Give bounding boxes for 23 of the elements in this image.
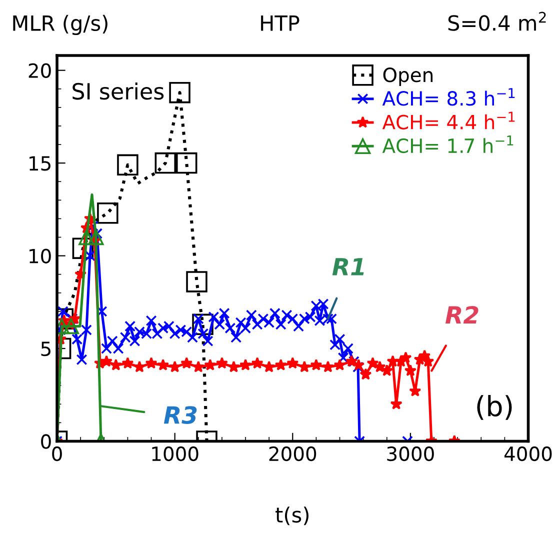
x-tick-label: 3000 [387,446,434,462]
x-axis-title: t(s) [276,506,308,526]
annotation: R3 [164,406,197,424]
chart-title: HTP [261,16,300,31]
legend-label: ACH= 4.4 h$^{−1}$ [382,112,515,130]
y-tick-label: 15 [30,156,50,171]
y-tick-label: 10 [30,248,51,264]
y-tick-label: 0 [41,434,51,449]
y-axis-title: MLR (g/s) [13,14,108,36]
legend-label: ACH= 1.7 h$^{−1}$ [382,135,514,154]
legend-label: Open [383,68,433,86]
annotation: R1 [332,258,364,276]
x-tick-label: 4000 [504,446,552,462]
chart-subtitle: S=0.4 m$^{2}$ [448,12,546,31]
x-tick-label: 2000 [269,446,316,462]
y-tick-label: 20 [28,63,51,78]
x-tick-label: 0 [52,446,62,462]
x-tick-label: 1000 [152,446,198,462]
legend-label: ACH= 8.3 h$^{−1}$ [382,88,515,106]
annotation: R2 [445,306,478,324]
annotation: SI series [72,82,164,100]
y-tick-label: 5 [41,342,50,356]
annotation: (b) [477,395,512,420]
